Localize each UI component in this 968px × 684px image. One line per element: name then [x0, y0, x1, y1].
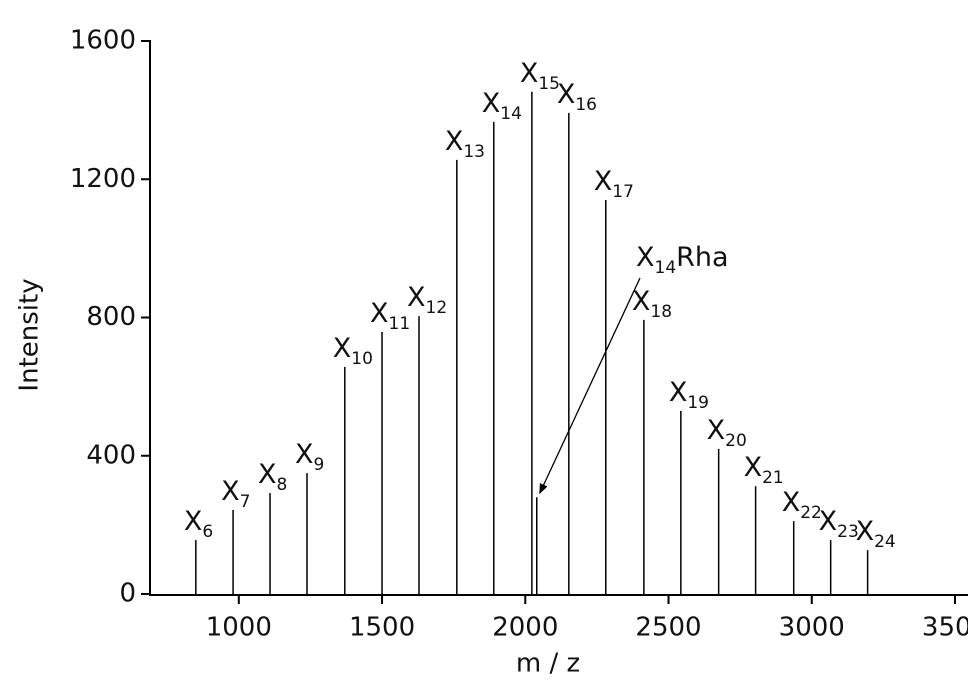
peak-label-sub: 20	[725, 431, 747, 451]
peak-label-text: X	[744, 452, 763, 483]
peak-label-text: X	[295, 439, 314, 470]
peak-label: X23	[819, 506, 859, 543]
peak-label: X7	[221, 476, 250, 513]
peak-label: X16	[557, 78, 597, 115]
peak-label-text: X	[594, 165, 613, 196]
peak-label: X24	[856, 516, 896, 553]
peak-label-sub: 6	[202, 522, 213, 542]
peak-label: X8	[258, 459, 287, 496]
annotation-label: X14Rha	[636, 242, 729, 279]
peak-label-text: X	[856, 516, 875, 547]
peak-label-text: X	[520, 57, 539, 88]
peak-label-text: X	[407, 282, 426, 313]
annotation-suffix: Rha	[676, 242, 728, 273]
peak-label-sub: 22	[800, 503, 822, 523]
peak-label: X20	[707, 414, 747, 451]
x-tick-label: 3000	[779, 613, 845, 643]
peak-label-text: X	[445, 125, 464, 156]
peak-label: X12	[407, 282, 447, 319]
peak-label-sub: 13	[463, 142, 485, 162]
peak-label-text: X	[482, 87, 501, 118]
peak-label-text: X	[221, 476, 240, 507]
peak-label-text: X	[370, 298, 389, 329]
peak-label: X21	[744, 452, 784, 489]
peak-label: X18	[632, 285, 672, 322]
peak-label-sub: 10	[351, 349, 373, 369]
peak-label-text: X	[557, 78, 576, 109]
peak-label: X14	[482, 87, 522, 124]
peak-label: X13	[445, 125, 485, 162]
peak-label-sub: 15	[538, 74, 560, 94]
y-tick-label: 800	[86, 302, 136, 332]
peak-label-sub: 16	[575, 95, 597, 115]
y-axis-title: Intensity	[15, 278, 45, 391]
annotation-label-text: X	[636, 242, 655, 273]
x-tick-label: 1500	[349, 613, 415, 643]
peak-label-sub: 21	[762, 468, 784, 488]
peak-label-sub: 8	[277, 475, 288, 495]
annotation-arrow	[539, 277, 641, 495]
x-tick-label: 1000	[206, 613, 272, 643]
y-tick-label: 1200	[70, 164, 136, 194]
peak-label-sub: 12	[426, 298, 448, 318]
peak-label-text: X	[669, 376, 688, 407]
x-axis-title: m / z	[516, 649, 580, 679]
peak-label-sub: 11	[389, 314, 411, 334]
peak-label: X10	[333, 332, 373, 369]
peak-label-sub: 19	[687, 393, 709, 413]
x-tick-label: 2000	[492, 613, 558, 643]
peak-label-text: X	[333, 332, 352, 363]
peak-label: X22	[782, 487, 822, 524]
peak-label: X17	[594, 165, 634, 202]
y-tick-label: 0	[119, 579, 136, 609]
peak-label-text: X	[707, 414, 726, 445]
peak-label-sub: 9	[313, 455, 324, 475]
peak-label-sub: 17	[612, 182, 634, 202]
peak-label-sub: 23	[837, 522, 859, 542]
peak-label: X9	[295, 439, 324, 476]
peak-label-text: X	[258, 459, 277, 490]
peak-label-text: X	[184, 506, 203, 537]
peak-label-sub: 18	[650, 302, 672, 322]
peak-label: X11	[370, 298, 410, 335]
y-tick-label: 400	[86, 440, 136, 470]
annotation-label-sub: 14	[655, 258, 677, 278]
x-tick-label: 3500	[922, 613, 968, 643]
peak-label: X15	[520, 57, 560, 94]
peak-label-text: X	[782, 487, 801, 518]
peak-label-text: X	[632, 285, 651, 316]
peak-label: X6	[184, 506, 213, 543]
peak-label-text: X	[819, 506, 838, 537]
peak-label-sub: 24	[874, 532, 896, 552]
x-tick-label: 2500	[635, 613, 701, 643]
peak-label-sub: 14	[500, 104, 522, 124]
peak-label: X19	[669, 376, 709, 413]
y-tick-label: 1600	[70, 26, 136, 56]
peak-label-sub: 7	[240, 492, 251, 512]
